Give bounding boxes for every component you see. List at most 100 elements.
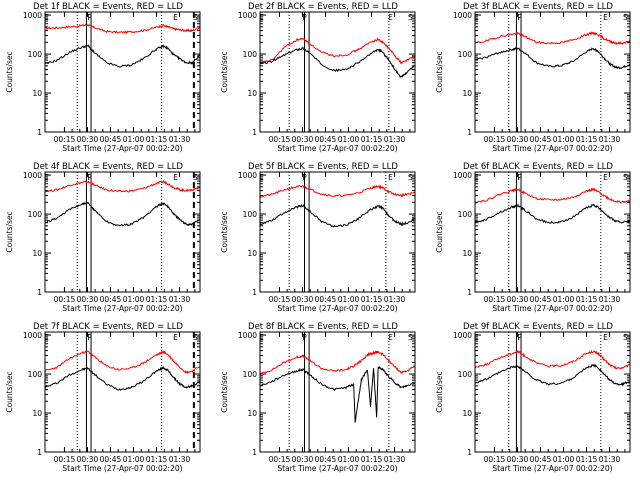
y-tick-label: 100 xyxy=(458,210,473,219)
attenuator-marker-e: E xyxy=(474,333,479,342)
y-tick-label: 10 xyxy=(462,249,472,258)
x-tick-label: 01:15 xyxy=(576,295,598,304)
plot-frame xyxy=(474,331,631,453)
x-axis-label: Start Time (27-Apr-07 00:02:20) xyxy=(492,464,612,473)
y-tick-label: 100 xyxy=(458,370,473,379)
detector-panel-8: Det 8f BLACK = Events, RED = LLD 1 10 100 10… xyxy=(220,322,416,473)
attenuator-marker-s: S xyxy=(193,173,198,182)
x-tick-label: 00:15 xyxy=(54,455,76,464)
x-tick-label: 00:30 xyxy=(292,135,314,144)
attenuator-marker-s: S xyxy=(408,333,413,342)
plot-frame xyxy=(44,171,201,293)
x-tick-label: 01:00 xyxy=(123,295,145,304)
x-axis-label: Start Time (27-Apr-07 00:02:20) xyxy=(492,144,612,153)
attenuator-marker-e: E xyxy=(259,333,264,342)
attenuator-marker-e: E xyxy=(173,13,178,22)
panel-title: Det 5f BLACK = Events, RED = LLD xyxy=(248,162,398,172)
plot-frame xyxy=(44,331,201,453)
y-tick-label: 1000 xyxy=(238,11,257,20)
x-tick-label: 01:15 xyxy=(146,135,168,144)
x-tick-label: 01:00 xyxy=(553,135,575,144)
x-tick-label: 00:15 xyxy=(484,455,506,464)
series-line-events xyxy=(474,203,631,224)
x-tick-label: 01:15 xyxy=(361,295,383,304)
series-line-lld xyxy=(259,184,416,198)
series-line-events xyxy=(259,366,416,423)
y-tick-label: 100 xyxy=(28,50,43,59)
attenuator-marker-s: S xyxy=(408,173,413,182)
y-tick-label: 1000 xyxy=(238,331,257,340)
y-tick-label: 1 xyxy=(252,288,257,297)
y-axis-label: Counts/sec xyxy=(435,51,444,92)
series-line-events xyxy=(44,365,201,391)
detector-panel-5: Det 5f BLACK = Events, RED = LLD 1 10 100 10… xyxy=(220,162,416,313)
y-tick-label: 1000 xyxy=(23,11,42,20)
attenuator-marker-s: S xyxy=(623,13,628,22)
x-axis-label: Start Time (27-Apr-07 00:02:20) xyxy=(277,464,397,473)
panel-title: Det 4f BLACK = Events, RED = LLD xyxy=(33,162,183,172)
y-tick-label: 1 xyxy=(37,128,42,137)
x-tick-label: 01:30 xyxy=(384,295,406,304)
y-tick-label: 10 xyxy=(32,249,42,258)
attenuator-marker-e: E xyxy=(474,173,479,182)
y-tick-label: 1000 xyxy=(453,171,472,180)
series-line-lld xyxy=(44,350,201,375)
series-line-events xyxy=(474,363,631,387)
panel-title: Det 8f BLACK = Events, RED = LLD xyxy=(248,322,398,332)
attenuator-marker-e: E xyxy=(259,173,264,182)
plot-frame xyxy=(474,11,631,133)
x-tick-label: 01:15 xyxy=(576,455,598,464)
attenuator-marker-s: S xyxy=(408,13,413,22)
x-tick-label: 00:15 xyxy=(269,455,291,464)
y-tick-label: 10 xyxy=(462,409,472,418)
x-tick-label: 00:45 xyxy=(100,455,122,464)
y-tick-label: 1 xyxy=(467,288,472,297)
attenuator-marker-e: E xyxy=(44,173,49,182)
x-tick-label: 00:45 xyxy=(530,455,552,464)
x-axis-label: Start Time (27-Apr-07 00:02:20) xyxy=(62,304,182,313)
attenuator-marker-e: E xyxy=(388,333,393,342)
plot-frame xyxy=(474,171,631,293)
x-tick-label: 00:30 xyxy=(77,455,99,464)
attenuator-marker-s: S xyxy=(623,333,628,342)
x-tick-label: 00:30 xyxy=(292,295,314,304)
attenuator-marker-e: E xyxy=(173,333,178,342)
attenuator-marker-p: P xyxy=(87,13,92,22)
attenuator-marker-p: P xyxy=(302,13,307,22)
x-tick-label: 01:00 xyxy=(123,135,145,144)
x-tick-label: 01:15 xyxy=(146,455,168,464)
attenuator-marker-p: P xyxy=(302,173,307,182)
y-tick-label: 1000 xyxy=(453,331,472,340)
series-line-lld xyxy=(474,187,631,204)
y-tick-label: 100 xyxy=(458,50,473,59)
x-tick-label: 00:30 xyxy=(77,135,99,144)
series-line-events xyxy=(474,46,631,70)
attenuator-marker-p: P xyxy=(517,333,522,342)
x-tick-label: 00:30 xyxy=(507,455,529,464)
series-line-lld xyxy=(259,350,416,375)
y-axis-label: Counts/sec xyxy=(5,371,14,412)
y-axis-label: Counts/sec xyxy=(220,371,229,412)
y-tick-label: 1000 xyxy=(23,171,42,180)
x-tick-label: 01:15 xyxy=(361,135,383,144)
x-tick-label: 01:30 xyxy=(599,135,621,144)
x-tick-label: 00:45 xyxy=(315,135,337,144)
x-tick-label: 00:45 xyxy=(530,135,552,144)
x-tick-label: 01:30 xyxy=(384,135,406,144)
series-line-events xyxy=(259,46,416,79)
y-tick-label: 100 xyxy=(243,370,258,379)
attenuator-marker-p: P xyxy=(302,333,307,342)
y-axis-label: Counts/sec xyxy=(5,51,14,92)
x-tick-label: 01:00 xyxy=(553,455,575,464)
attenuator-marker-e: E xyxy=(44,333,49,342)
y-tick-label: 1000 xyxy=(238,171,257,180)
y-tick-label: 10 xyxy=(247,409,257,418)
attenuator-marker-p: P xyxy=(517,173,522,182)
y-axis-label: Counts/sec xyxy=(220,51,229,92)
attenuator-marker-e: E xyxy=(603,333,608,342)
y-tick-label: 1 xyxy=(37,288,42,297)
series-line-lld xyxy=(474,31,631,46)
detector-panel-4: Det 4f BLACK = Events, RED = LLD 1 10 100 10… xyxy=(5,162,201,313)
detector-panel-3: Det 3f BLACK = Events, RED = LLD 1 10 100 10… xyxy=(435,2,631,153)
attenuator-marker-p: P xyxy=(517,13,522,22)
